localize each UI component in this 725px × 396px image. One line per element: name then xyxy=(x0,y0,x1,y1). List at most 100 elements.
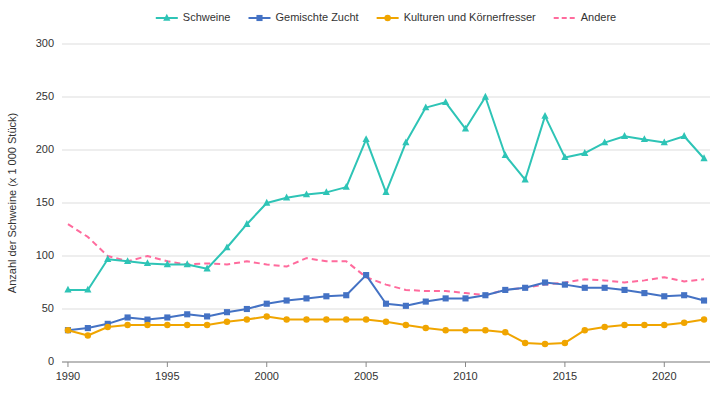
legend-label: Andere xyxy=(581,11,616,23)
legend-label: Schweine xyxy=(183,11,231,23)
point xyxy=(582,327,588,333)
x-tick-label: 2000 xyxy=(254,370,278,382)
point xyxy=(263,313,269,319)
y-tick-label: 150 xyxy=(36,196,54,208)
x-tick-label: 1990 xyxy=(56,370,80,382)
legend-item: Gemischte Zucht xyxy=(249,11,359,23)
point xyxy=(701,297,707,303)
point xyxy=(562,282,568,288)
point xyxy=(244,306,250,312)
point xyxy=(184,260,191,267)
point xyxy=(482,292,488,298)
legend-item: Kulturen und Körnerfresser xyxy=(377,11,536,23)
point xyxy=(144,259,151,266)
x-tick-label: 1995 xyxy=(155,370,179,382)
point xyxy=(223,243,230,250)
series-line xyxy=(68,275,704,330)
point xyxy=(85,332,91,338)
legend-marker xyxy=(384,15,390,21)
series-line xyxy=(68,224,704,295)
point xyxy=(602,285,608,291)
point xyxy=(681,292,687,298)
point xyxy=(681,320,687,326)
point xyxy=(423,299,429,305)
grid-line xyxy=(62,203,710,204)
x-tick-label: 2010 xyxy=(453,370,477,382)
y-tick-label: 50 xyxy=(42,302,54,314)
point xyxy=(363,135,370,142)
point xyxy=(502,287,508,293)
point xyxy=(164,314,170,320)
grid xyxy=(62,44,710,362)
point xyxy=(661,322,667,328)
point xyxy=(522,285,528,291)
point xyxy=(482,93,489,100)
point xyxy=(541,112,548,119)
point xyxy=(442,327,448,333)
legend: Schweine Gemischte Zucht Kulturen und Körn… xyxy=(156,11,616,23)
point xyxy=(323,316,329,322)
point xyxy=(184,311,190,317)
point xyxy=(621,132,628,139)
point xyxy=(184,322,190,328)
point xyxy=(502,151,509,158)
point xyxy=(104,324,110,330)
point xyxy=(363,272,369,278)
point xyxy=(661,138,668,145)
point xyxy=(700,154,707,161)
point xyxy=(343,292,349,298)
point xyxy=(164,322,170,328)
x-tick xyxy=(465,362,466,367)
point xyxy=(264,301,270,307)
point xyxy=(84,286,91,293)
point xyxy=(323,293,329,299)
point xyxy=(363,316,369,322)
point xyxy=(64,286,71,293)
point xyxy=(641,290,647,296)
x-tick-label: 2015 xyxy=(553,370,577,382)
point xyxy=(462,295,468,301)
point xyxy=(164,260,171,267)
point xyxy=(482,327,488,333)
point xyxy=(422,103,429,110)
point xyxy=(542,279,548,285)
point xyxy=(562,340,568,346)
chart: 0501001502002503001990199520002005201020… xyxy=(0,0,725,396)
point xyxy=(204,322,210,328)
point xyxy=(443,295,449,301)
point xyxy=(283,316,289,322)
legend-swatch xyxy=(554,17,576,19)
point xyxy=(621,287,627,293)
point xyxy=(462,125,469,132)
x-tick xyxy=(67,362,68,367)
point xyxy=(303,295,309,301)
point xyxy=(283,194,290,201)
point xyxy=(661,293,667,299)
point xyxy=(641,322,647,328)
point xyxy=(65,327,71,333)
point xyxy=(303,316,309,322)
x-tick-label: 2005 xyxy=(354,370,378,382)
point xyxy=(701,316,707,322)
point xyxy=(403,303,409,309)
series xyxy=(65,313,708,347)
point xyxy=(561,153,568,160)
x-tick-label: 2020 xyxy=(652,370,676,382)
y-tick-label: 100 xyxy=(36,249,54,261)
point xyxy=(402,138,409,145)
y-tick-label: 300 xyxy=(36,37,54,49)
point xyxy=(382,188,389,195)
point xyxy=(303,190,310,197)
legend-marker xyxy=(163,14,170,21)
point xyxy=(681,132,688,139)
y-tick-label: 250 xyxy=(36,90,54,102)
point xyxy=(125,314,131,320)
y-axis-label: Anzahl der Schweine (x 1 000 Stück) xyxy=(6,113,18,293)
point xyxy=(403,322,409,328)
grid-line xyxy=(62,362,710,363)
series xyxy=(68,224,704,295)
point xyxy=(343,316,349,322)
x-tick xyxy=(167,362,168,367)
point xyxy=(601,138,608,145)
point xyxy=(423,325,429,331)
